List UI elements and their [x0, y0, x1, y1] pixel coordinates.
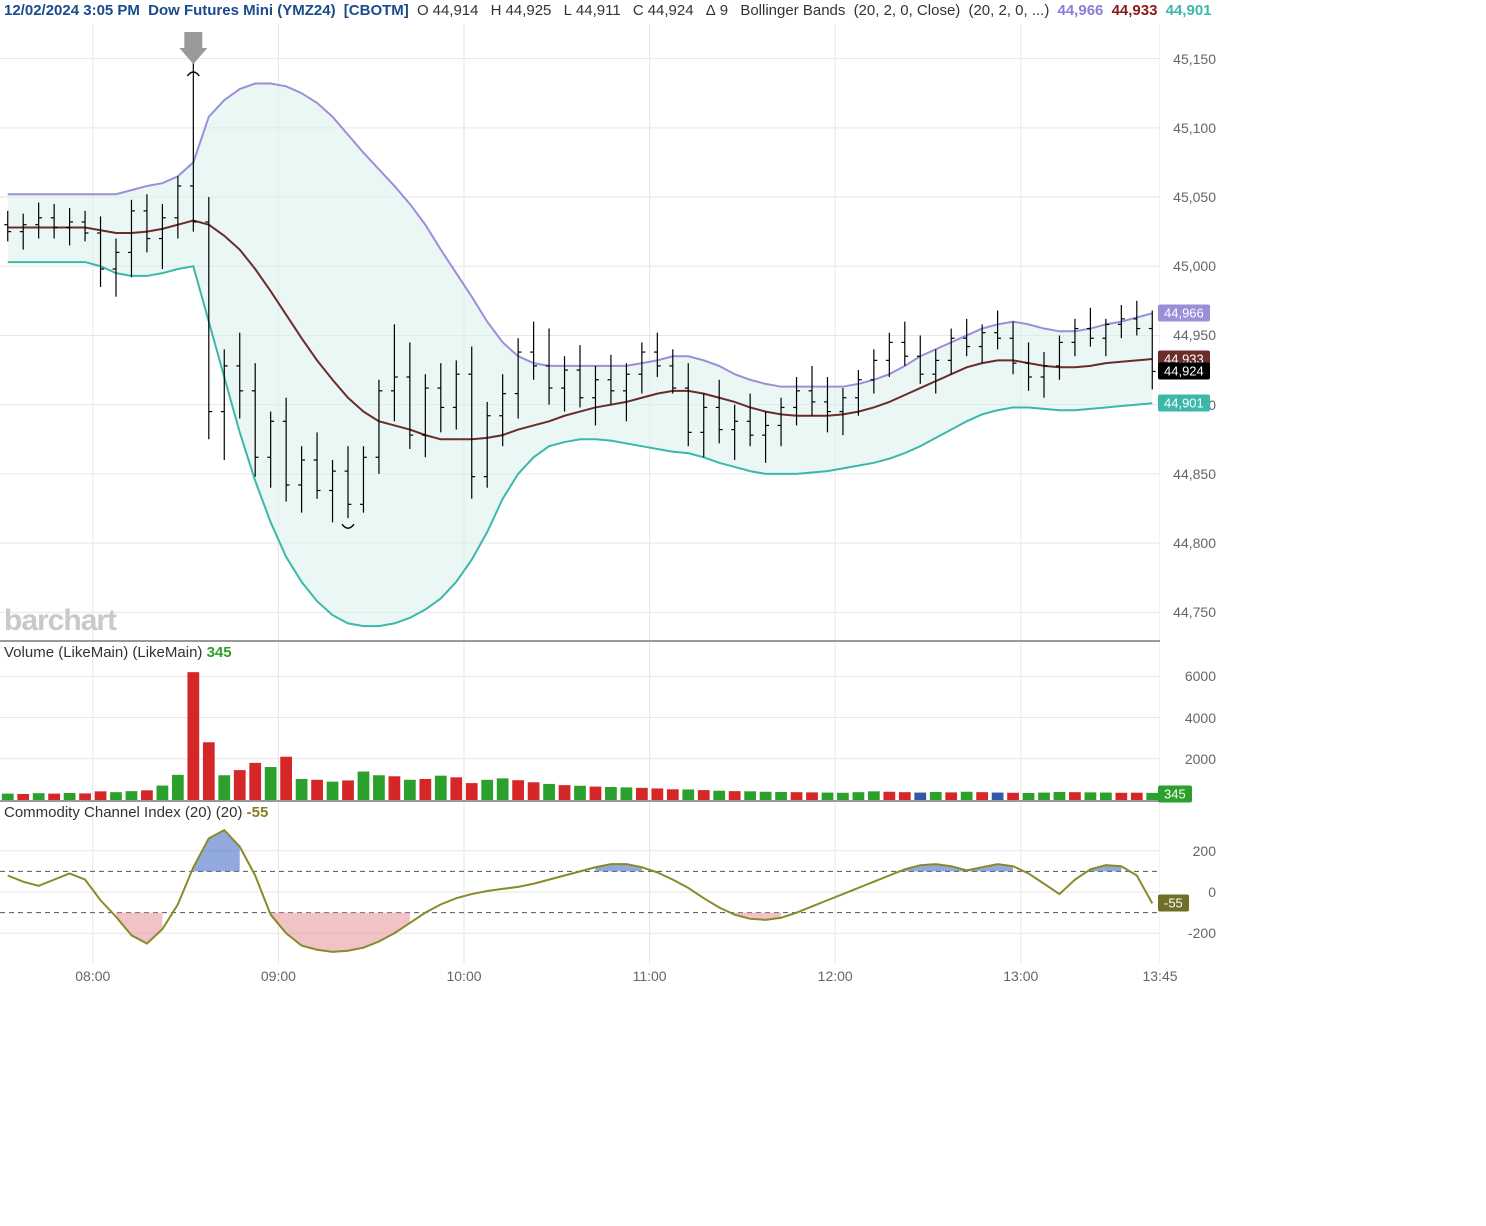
volume-title: Volume (LikeMain): [4, 644, 128, 661]
bb-params1: (20, 2, 0, Close): [854, 2, 961, 19]
cci-params: (20): [216, 804, 243, 821]
header-datetime: 12/02/2024 3:05 PM: [4, 2, 140, 19]
ohlc-delta: Δ9: [706, 2, 732, 19]
chart-header: 12/02/2024 3:05 PM Dow Futures Mini (YMZ…: [0, 0, 1168, 28]
time-xtick: 10:00: [446, 968, 481, 984]
volume-ytick: 6000: [1185, 668, 1216, 684]
time-x-axis: 08:0009:0010:0011:0012:0013:0013:45: [0, 964, 1160, 988]
ohlc-high: H44,925: [491, 2, 556, 19]
price-tag: 44,901: [1158, 395, 1210, 412]
bb-upper-value: 44,966: [1058, 2, 1104, 19]
volume-header: Volume (LikeMain) (LikeMain) 345: [4, 644, 232, 661]
time-xtick: 12:00: [818, 968, 853, 984]
barchart-watermark: barchart: [4, 604, 116, 638]
cci-svg: [0, 802, 1160, 964]
cci-ytick: 200: [1193, 843, 1216, 859]
cci-y-axis: -200 0 200: [1160, 802, 1220, 964]
cci-pane[interactable]: Commodity Channel Index (20) (20) -55: [0, 802, 1160, 964]
volume-svg: [0, 642, 1160, 800]
time-xtick: 11:00: [633, 968, 667, 984]
bb-params2: (20, 2, 0, ...): [968, 2, 1049, 19]
time-xtick: 13:00: [1003, 968, 1038, 984]
cci-header: Commodity Channel Index (20) (20) -55: [4, 804, 268, 821]
price-ytick: 45,150: [1173, 51, 1216, 67]
price-tag: 44,966: [1158, 305, 1210, 322]
price-tag: 44,924: [1158, 363, 1210, 380]
volume-pane[interactable]: Volume (LikeMain) (LikeMain) 345: [0, 642, 1160, 802]
volume-current: 345: [207, 644, 232, 661]
price-ytick: 45,050: [1173, 189, 1216, 205]
volume-y-axis: 2000 4000 6000: [1160, 642, 1220, 800]
price-chart-pane[interactable]: barchart: [0, 24, 1160, 642]
cci-title: Commodity Channel Index (20): [4, 804, 212, 821]
bb-mid-value: 44,933: [1112, 2, 1158, 19]
price-ytick: 44,750: [1173, 604, 1216, 620]
time-xtick: 09:00: [261, 968, 296, 984]
time-xtick: 13:45: [1142, 968, 1177, 984]
cci-current: -55: [247, 804, 269, 821]
ohlc-low: L44,911: [564, 2, 625, 19]
price-ytick: 44,850: [1173, 466, 1216, 482]
volume-tag: 345: [1158, 786, 1192, 803]
volume-ytick: 2000: [1185, 751, 1216, 767]
price-y-axis: 44,75044,80044,85044,90044,95045,00045,0…: [1160, 24, 1220, 640]
price-ytick: 45,100: [1173, 120, 1216, 136]
bb-name: Bollinger Bands: [740, 2, 845, 19]
header-exchange: [CBOTM]: [344, 2, 409, 19]
price-chart-svg: [0, 24, 1160, 640]
ohlc-close: C44,924: [633, 2, 698, 19]
volume-params: (LikeMain): [132, 644, 202, 661]
header-symbol: Dow Futures Mini (YMZ24): [148, 2, 336, 19]
cci-ytick: -200: [1188, 925, 1216, 941]
time-xtick: 08:00: [75, 968, 110, 984]
price-ytick: 44,950: [1173, 327, 1216, 343]
price-ytick: 45,000: [1173, 258, 1216, 274]
volume-ytick: 4000: [1185, 710, 1216, 726]
price-ytick: 44,800: [1173, 535, 1216, 551]
ohlc-open: O44,914: [417, 2, 483, 19]
cci-ytick: 0: [1208, 884, 1216, 900]
cci-tag: -55: [1158, 895, 1189, 912]
bb-lower-value: 44,901: [1166, 2, 1212, 19]
